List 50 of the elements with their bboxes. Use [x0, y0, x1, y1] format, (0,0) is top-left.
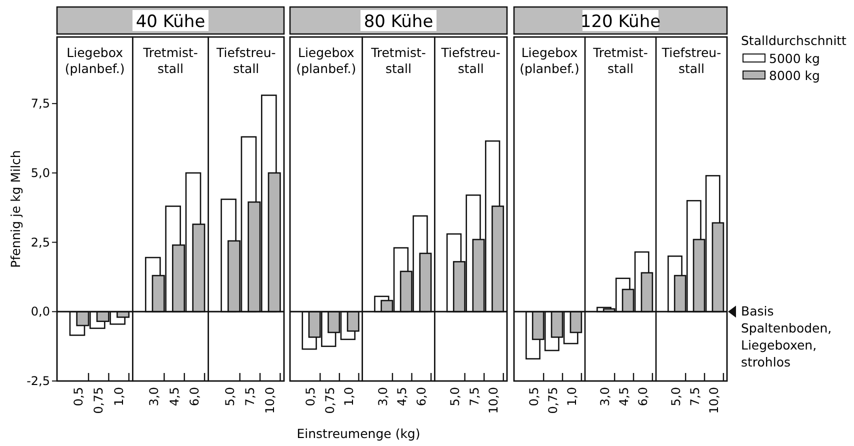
annotation: Tiefstreu- stall — [440, 45, 500, 76]
annotation: Tiefstreu- stall — [216, 45, 276, 76]
x-tick-label: 0,5 — [71, 387, 86, 406]
x-tick-label: 0,75 — [322, 387, 337, 414]
x-tick-label: 1,0 — [564, 387, 579, 406]
x-tick-label: 5,0 — [669, 387, 684, 406]
x-tick-label: 7,5 — [467, 387, 482, 406]
annotation: Liegebox (planbef.) — [64, 45, 125, 76]
chart-title: 80 Kühe — [364, 12, 434, 32]
x-tick-label: 10,0 — [706, 387, 721, 414]
legend-title: Stalldurchschnitt — [741, 33, 847, 48]
x-tick-label: 5,0 — [222, 387, 237, 406]
x-tick-label: 3,0 — [147, 387, 162, 406]
x-axis-title: Einstreumenge (kg) — [296, 426, 420, 441]
x-tick-label: 7,5 — [242, 387, 257, 406]
legend-label: 5000 kg — [769, 51, 820, 66]
x-tick-label: 4,5 — [167, 387, 182, 406]
chart-title: 120 Kühe — [580, 12, 661, 32]
x-tick-label: 1,0 — [112, 387, 126, 406]
annotation: Tretmist- stall — [592, 45, 648, 76]
annotation: Liegebox (planbef.) — [296, 45, 356, 76]
x-tick-label: 7,5 — [688, 387, 702, 406]
x-tick-label: 5,0 — [448, 387, 462, 406]
y-tick-label: 0,0 — [30, 304, 50, 319]
x-tick-label: 3,0 — [598, 387, 612, 406]
annotation: Liegebox (planbef.) — [520, 45, 580, 76]
x-tick-label: 6,0 — [414, 387, 428, 406]
x-tick-label: 4,5 — [617, 387, 632, 406]
x-tick-label: 1,0 — [342, 387, 356, 406]
y-tick-label: 2,5 — [30, 235, 50, 250]
annotation: Tretmist- stall — [142, 45, 198, 76]
x-tick-label: 0,75 — [546, 387, 560, 414]
legend-label: Basis Spaltenboden, Liegeboxen, strohlos — [741, 304, 832, 370]
legend-label: 8000 kg — [769, 68, 820, 83]
x-tick-label: 0,5 — [527, 387, 542, 406]
y-tick-label: -2,5 — [26, 374, 50, 388]
x-tick-label: 3,0 — [376, 387, 390, 406]
y-tick-label: 7,5 — [30, 96, 50, 111]
annotation: Tiefstreu- stall — [660, 45, 722, 76]
x-tick-label: 0,75 — [92, 387, 106, 414]
x-tick-label: 10,0 — [263, 387, 278, 414]
x-tick-label: 4,5 — [395, 387, 410, 406]
x-tick-label: 10,0 — [486, 387, 501, 414]
y-tick-label: 5,0 — [30, 166, 50, 180]
x-tick-label: 0,5 — [303, 387, 318, 406]
x-tick-label: 6,0 — [187, 387, 202, 406]
y-axis-title: Pfennig je kg Milch — [8, 150, 23, 268]
chart-title: 40 Kühe — [136, 12, 206, 32]
annotation: Tretmist- stall — [370, 45, 426, 76]
x-tick-label: 6,0 — [636, 387, 650, 406]
